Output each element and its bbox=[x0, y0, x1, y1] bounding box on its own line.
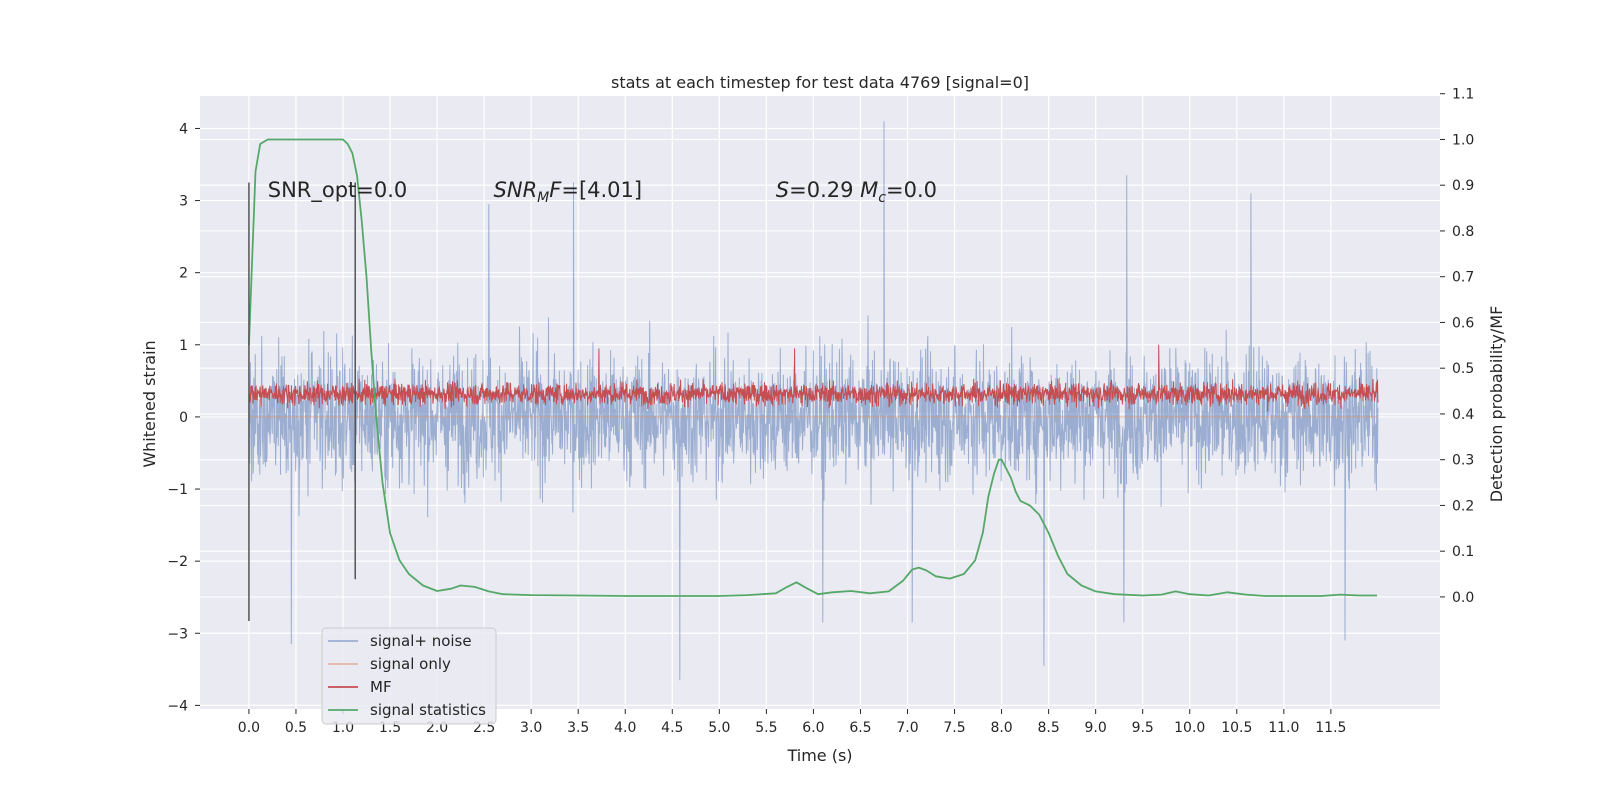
x-tick-label: 6.0 bbox=[802, 720, 824, 736]
x-tick-label: 4.5 bbox=[661, 720, 683, 736]
y2-tick-label: 0.7 bbox=[1452, 270, 1474, 286]
vline-layer bbox=[248, 182, 356, 622]
y-tick-label: 3 bbox=[179, 194, 188, 210]
y-tick-label: 2 bbox=[179, 266, 188, 282]
series-mf bbox=[248, 344, 1379, 412]
x-tick-label: 9.0 bbox=[1085, 720, 1107, 736]
y-tick-label: −3 bbox=[167, 626, 188, 642]
x-tick-label: 7.5 bbox=[943, 720, 965, 736]
y2-tick-label: 0.5 bbox=[1452, 361, 1474, 377]
y2-tick-label: 0.4 bbox=[1452, 407, 1474, 423]
x-tick-label: 4.0 bbox=[614, 720, 636, 736]
y2-tick-label: 1.0 bbox=[1452, 132, 1474, 148]
x-tick-label: 10.5 bbox=[1221, 720, 1252, 736]
y-tick-label: −2 bbox=[167, 554, 188, 570]
x-tick-label: 8.0 bbox=[990, 720, 1012, 736]
x-tick-label: 0.0 bbox=[238, 720, 260, 736]
annotation-1: SNRMF=[4.01] bbox=[494, 178, 643, 206]
x-tick-label: 5.0 bbox=[708, 720, 730, 736]
x-tick-label: 3.5 bbox=[567, 720, 589, 736]
x-tick-label: 8.5 bbox=[1037, 720, 1059, 736]
legend-box bbox=[321, 627, 497, 725]
y2-tick-label: 0.1 bbox=[1452, 544, 1474, 560]
legend: signal+ noise signal only MF signal statist… bbox=[321, 627, 497, 725]
x-tick-label: 3.0 bbox=[520, 720, 542, 736]
x-tick-label: 5.5 bbox=[755, 720, 777, 736]
series-layer bbox=[248, 121, 1379, 681]
x-tick-label: 6.5 bbox=[849, 720, 871, 736]
x-tick-label: 11.0 bbox=[1268, 720, 1299, 736]
y-axis-label: Whitened strain bbox=[140, 340, 159, 467]
x-tick-label: 7.0 bbox=[896, 720, 918, 736]
series-signal-noise bbox=[248, 121, 1379, 681]
y2-tick-label: 0.2 bbox=[1452, 498, 1474, 514]
y-tick-label: −4 bbox=[167, 698, 188, 714]
x-axis-label: Time (s) bbox=[786, 746, 852, 765]
legend-label: signal only bbox=[370, 655, 451, 673]
y2-tick-label: 1.1 bbox=[1452, 87, 1474, 103]
y2-tick-label: 0.9 bbox=[1452, 178, 1474, 194]
y2-tick-label: 0.8 bbox=[1452, 224, 1474, 240]
y-tick-label: −1 bbox=[167, 482, 188, 498]
tick-layer: 0.0 0.5 1.0 1.5 2.0 2.5 3.0 3.5 4.0 4.5 5.0 5.5 6.0 6… bbox=[167, 87, 1474, 736]
y-tick-label: 1 bbox=[179, 338, 188, 354]
y-tick-label: 0 bbox=[179, 410, 188, 426]
y2-axis-label: Detection probability/MF bbox=[1487, 306, 1506, 503]
x-tick-label: 10.0 bbox=[1174, 720, 1205, 736]
y2-tick-label: 0.3 bbox=[1452, 453, 1474, 469]
y2-tick-label: 0.6 bbox=[1452, 315, 1474, 331]
legend-label: signal statistics bbox=[370, 701, 486, 719]
legend-label: signal+ noise bbox=[370, 632, 472, 650]
annotation-layer: SNR_opt=0.0 SNRMF=[4.01] S=0.29 Mc=0.0 bbox=[268, 178, 937, 206]
x-tick-label: 0.5 bbox=[285, 720, 307, 736]
chart-title: stats at each timestep for test data 476… bbox=[611, 73, 1029, 92]
y-tick-label: 4 bbox=[179, 121, 188, 137]
annotation-0: SNR_opt=0.0 bbox=[268, 178, 408, 203]
series-signal-statistics bbox=[248, 138, 1377, 597]
x-tick-label: 9.5 bbox=[1132, 720, 1154, 736]
y2-tick-label: 0.0 bbox=[1452, 590, 1474, 606]
annotation-2: S=0.29 Mc=0.0 bbox=[776, 178, 937, 206]
legend-label: MF bbox=[370, 678, 392, 696]
x-tick-label: 11.5 bbox=[1315, 720, 1346, 736]
